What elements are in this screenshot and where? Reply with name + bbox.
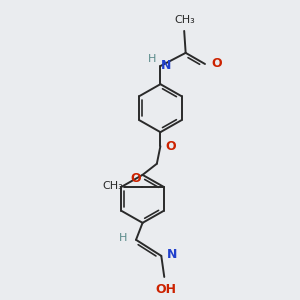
Text: OH: OH: [155, 284, 176, 296]
Text: O: O: [166, 140, 176, 153]
Text: O: O: [130, 172, 141, 184]
Text: H: H: [148, 54, 156, 64]
Text: N: N: [160, 59, 171, 72]
Text: H: H: [119, 233, 128, 243]
Text: CH₃: CH₃: [102, 181, 123, 191]
Text: N: N: [167, 248, 177, 261]
Text: CH₃: CH₃: [174, 15, 195, 25]
Text: O: O: [212, 57, 222, 70]
